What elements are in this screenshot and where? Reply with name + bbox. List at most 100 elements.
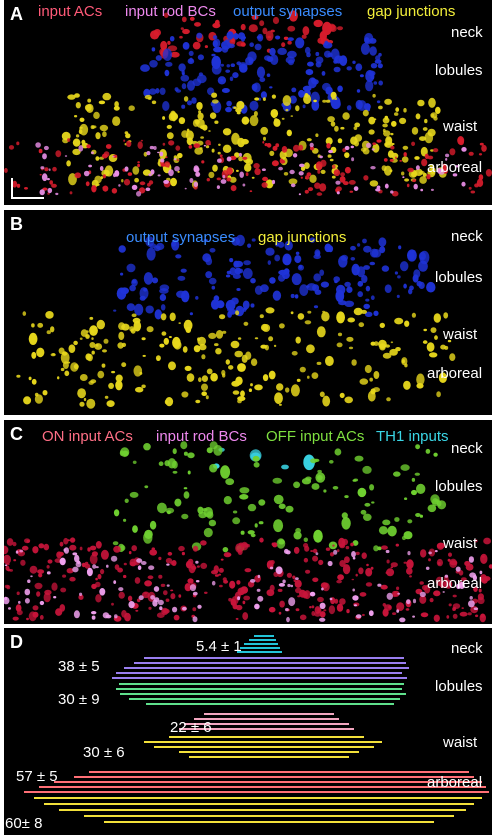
synapse-mark (237, 596, 241, 601)
synapse-mark (474, 183, 479, 188)
synapse-mark (218, 567, 224, 573)
synapse-mark (278, 269, 288, 276)
synapse-mark (263, 136, 266, 141)
synapse-mark (403, 380, 411, 390)
synapse-mark (396, 294, 400, 298)
synapse-mark (373, 310, 379, 316)
synapse-mark (344, 556, 350, 564)
synapse-mark (91, 583, 97, 590)
synapse-mark (40, 166, 45, 170)
synapse-mark (198, 377, 202, 383)
synapse-mark (473, 586, 478, 592)
synapse-mark (208, 130, 211, 132)
synapse-mark (34, 582, 43, 590)
synapse-mark (110, 555, 118, 562)
synapse-mark (383, 158, 388, 162)
synapse-mark (165, 61, 173, 67)
synapse-mark (220, 465, 231, 479)
synapse-mark (262, 141, 265, 144)
synapse-mark (313, 305, 319, 309)
synapse-mark (351, 578, 355, 581)
synapse-mark (163, 590, 168, 596)
synapse-mark (327, 154, 332, 158)
synapse-mark (298, 264, 303, 269)
synapse-mark (77, 388, 86, 399)
synapse-mark (364, 364, 372, 374)
synapse-mark (238, 152, 242, 157)
synapse-mark (459, 611, 468, 617)
synapse-mark (106, 400, 115, 407)
synapse-mark (407, 167, 414, 173)
synapse-mark (167, 40, 171, 45)
synapse-mark (317, 607, 322, 614)
synapse-mark (43, 543, 50, 551)
synapse-mark (205, 257, 213, 266)
synapse-mark (145, 187, 151, 192)
synapse-mark (332, 164, 336, 169)
synapse-mark (334, 97, 338, 100)
synapse-mark (100, 549, 109, 560)
synapse-mark (86, 567, 93, 577)
synapse-mark (399, 617, 406, 623)
synapse-mark (19, 549, 24, 553)
synapse-mark (163, 179, 170, 184)
synapse-mark (370, 62, 378, 69)
synapse-mark (336, 342, 343, 348)
synapse-mark (98, 100, 106, 105)
synapse-mark (231, 236, 240, 246)
synapse-mark (293, 546, 300, 554)
layer-label-arboreal: arboreal (427, 159, 483, 176)
synapse-mark (468, 151, 474, 156)
synapse-mark (243, 307, 248, 311)
synapse-mark (211, 92, 218, 98)
synapse-mark (250, 383, 253, 387)
synapse-mark (235, 617, 239, 620)
synapse-mark (134, 577, 141, 584)
synapse-mark (311, 99, 320, 111)
synapse-mark (52, 166, 57, 172)
synapse-mark (245, 172, 249, 177)
synapse-mark (9, 569, 13, 572)
synapse-mark (123, 574, 127, 579)
synapse-mark (137, 161, 140, 164)
synapse-mark (424, 584, 431, 594)
synapse-mark (199, 147, 203, 150)
synapse-mark (364, 311, 373, 317)
synapse-mark (4, 564, 8, 567)
synapse-mark (303, 557, 309, 563)
synapse-mark (165, 598, 170, 602)
synapse-mark (187, 80, 195, 91)
synapse-mark (348, 180, 356, 185)
synapse-mark (384, 183, 389, 189)
synapse-mark (303, 454, 315, 471)
synapse-mark (325, 355, 334, 367)
synapse-mark (181, 16, 187, 23)
synapse-mark (433, 116, 438, 121)
synapse-mark (197, 54, 204, 61)
synapse-mark (136, 558, 143, 563)
synapse-mark (200, 562, 208, 569)
synapse-mark (461, 181, 466, 187)
synapse-mark (366, 563, 369, 567)
synapse-mark (327, 245, 334, 253)
synapse-mark (318, 559, 324, 566)
synapse-mark (181, 83, 187, 90)
synapse-mark (31, 323, 35, 328)
synapse-mark (403, 561, 408, 564)
synapse-mark (325, 99, 331, 103)
synapse-mark (298, 89, 305, 98)
synapse-mark (89, 316, 94, 320)
synapse-mark (307, 310, 312, 314)
synapse-mark (159, 87, 166, 96)
synapse-mark (242, 268, 253, 279)
synapse-mark (363, 513, 372, 521)
synapse-mark (346, 105, 352, 111)
synapse-mark (338, 255, 348, 268)
synapse-mark (225, 274, 231, 278)
synapse-mark (302, 26, 310, 36)
synapse-mark (95, 343, 99, 347)
synapse-mark (253, 163, 260, 169)
synapse-mark (162, 608, 170, 614)
synapse-mark (348, 346, 354, 350)
synapse-mark (168, 140, 175, 146)
